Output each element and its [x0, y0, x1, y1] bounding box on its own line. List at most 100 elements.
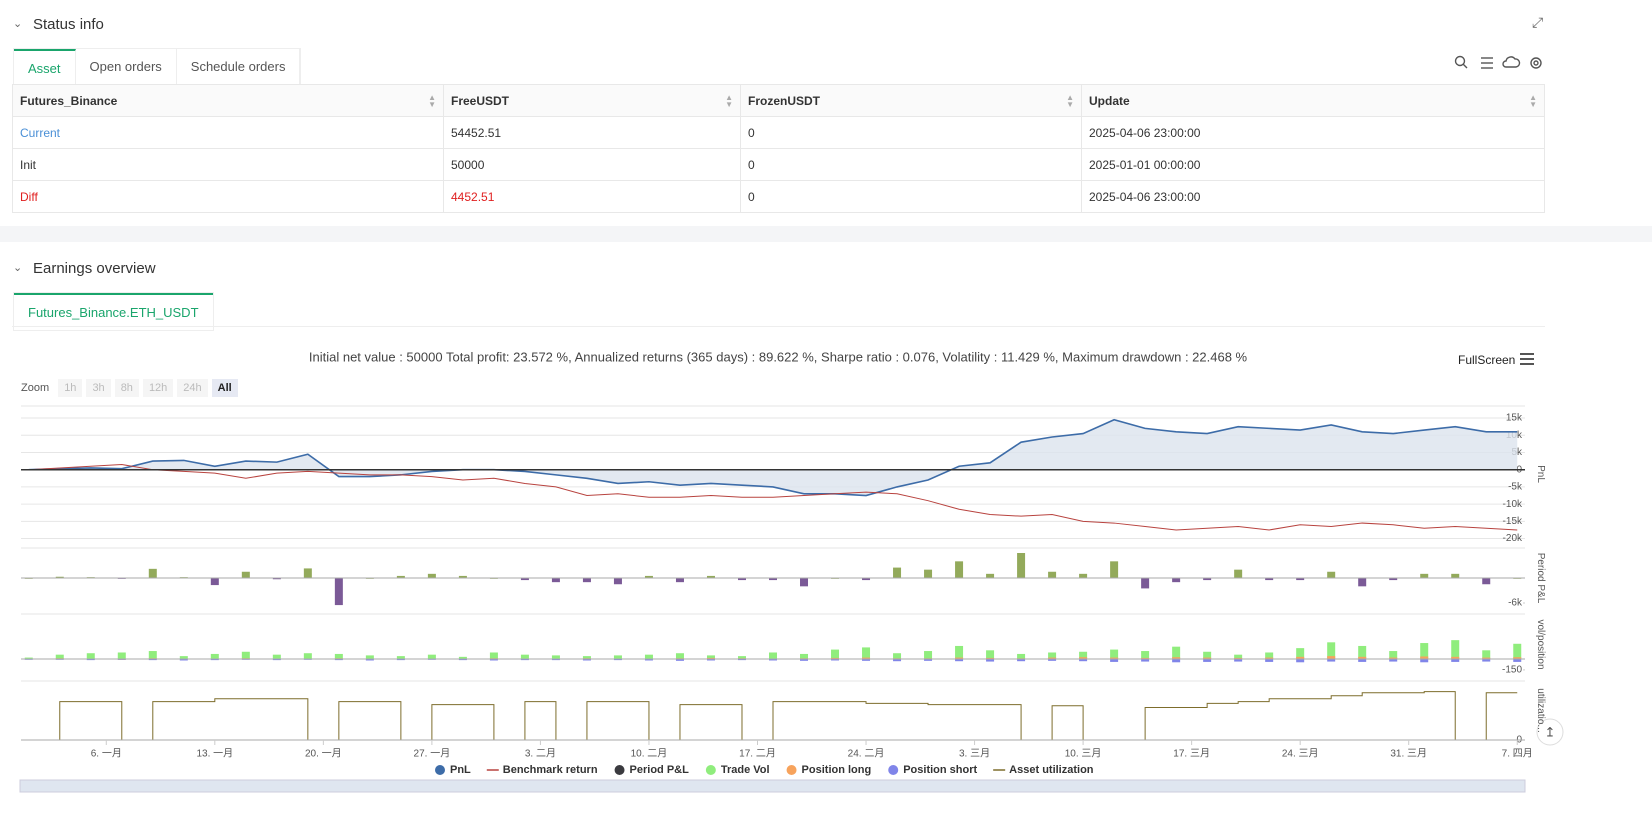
navigator[interactable]: [20, 780, 1525, 792]
cell: 50000: [444, 149, 741, 181]
divider: [0, 226, 1652, 242]
cell: 54452.51: [444, 117, 741, 149]
bar: [521, 655, 529, 659]
collapse-icon[interactable]: ⌄: [13, 261, 22, 274]
bar: [1110, 561, 1118, 578]
bar: [149, 569, 157, 578]
tab[interactable]: Asset: [14, 49, 76, 86]
column-header[interactable]: FreeUSDT▲▼: [444, 85, 741, 117]
bar: [1017, 654, 1025, 659]
legend-label: Position short: [903, 764, 977, 776]
bar: [614, 655, 622, 659]
bar: [490, 652, 498, 659]
legend-marker: [706, 765, 716, 775]
x-tick-label: 10. 二月: [631, 748, 668, 760]
bar: [1482, 578, 1490, 584]
x-tick-label: 27. 一月: [414, 748, 451, 760]
legend-marker: [615, 765, 625, 775]
legend-marker: [435, 765, 445, 775]
x-tick-label: 3. 二月: [525, 748, 556, 760]
chart-title: Initial net value : 50000 Total profit: …: [309, 349, 1248, 364]
tab[interactable]: Open orders: [76, 49, 177, 86]
legend-item[interactable]: PnL: [435, 764, 471, 776]
bar: [1513, 644, 1521, 659]
area: [29, 420, 1517, 496]
toolbar-icons: [1452, 54, 1544, 72]
y-tick-label: -15k: [1503, 516, 1523, 527]
cell: 0: [741, 181, 1082, 213]
bar: [831, 650, 839, 659]
y-axis-label: vol/position: [1535, 619, 1546, 669]
bar: [211, 654, 219, 659]
line: [29, 692, 1517, 740]
cell: 0: [741, 117, 1082, 149]
bar: [583, 578, 591, 582]
bar: [428, 574, 436, 578]
legend-item[interactable]: Trade Vol: [706, 764, 770, 776]
legend-label: Period P&L: [630, 764, 690, 776]
section-title: Status info: [33, 16, 104, 33]
bar: [304, 568, 312, 578]
bar: [1451, 640, 1459, 659]
bar: [986, 650, 994, 659]
bar: [955, 646, 963, 659]
bar: [955, 561, 963, 578]
bar: [1234, 570, 1242, 578]
bar: [242, 572, 250, 578]
bar: [149, 651, 157, 659]
bar: [800, 654, 808, 659]
legend-item[interactable]: Period P&L: [615, 764, 690, 776]
x-tick-label: 7. 四月: [1502, 748, 1533, 760]
y-tick-label: -20k: [1503, 533, 1523, 544]
header-text: FreeUSDT: [451, 94, 509, 108]
bar: [1172, 578, 1180, 582]
y-axis-label: utilizatio...: [1535, 688, 1546, 732]
tab[interactable]: Schedule orders: [177, 49, 301, 86]
y-tick-label: -5k: [1508, 482, 1523, 493]
cell: 2025-04-06 23:00:00: [1082, 117, 1545, 149]
y-tick-label: -10k: [1503, 499, 1523, 510]
column-header[interactable]: Futures_Binance▲▼: [13, 85, 444, 117]
section-title: Earnings overview: [33, 260, 156, 277]
cell: Current: [13, 117, 444, 149]
bar: [335, 578, 343, 605]
status-panel: ⌄ Status info ⤢ Asset Open orders Schedu…: [0, 0, 1652, 226]
collapse-icon[interactable]: ⌄: [13, 17, 22, 30]
x-tick-label: 24. 三月: [1282, 748, 1319, 760]
cell: 4452.51: [444, 181, 741, 213]
bar: [273, 655, 281, 659]
legend-item[interactable]: Benchmark return: [487, 764, 598, 776]
download-icon[interactable]: [1503, 57, 1520, 67]
bar: [242, 652, 250, 659]
column-header[interactable]: FrozenUSDT▲▼: [741, 85, 1082, 117]
cell: Diff: [13, 181, 444, 213]
legend-item[interactable]: Asset utilization: [993, 764, 1094, 776]
bar: [862, 647, 870, 659]
legend-marker: [888, 765, 898, 775]
legend-item[interactable]: Position long: [787, 764, 872, 776]
legend-marker: [787, 765, 797, 775]
bar: [118, 652, 126, 659]
bar: [893, 653, 901, 659]
settings-icon[interactable]: [1531, 58, 1541, 68]
bar: [893, 568, 901, 578]
cell: 0: [741, 149, 1082, 181]
bar: [614, 578, 622, 584]
bar: [1358, 578, 1366, 586]
bar: [800, 578, 808, 586]
x-tick-label: 31. 三月: [1390, 748, 1427, 760]
column-header[interactable]: Update▲▼: [1082, 85, 1545, 117]
legend-item[interactable]: Position short: [888, 764, 977, 776]
bar: [304, 653, 312, 659]
expand-icon[interactable]: ⤢: [1532, 14, 1543, 31]
y-axis-label: PnL: [1535, 465, 1546, 483]
bar: [1172, 647, 1180, 659]
bar: [1327, 572, 1335, 578]
bar: [1079, 574, 1087, 578]
bar: [366, 655, 374, 659]
legend-label: Trade Vol: [721, 764, 770, 776]
tab[interactable]: Futures_Binance.ETH_USDT: [14, 293, 213, 330]
bar: [676, 578, 684, 582]
y-tick-label: -6k: [1508, 598, 1523, 609]
